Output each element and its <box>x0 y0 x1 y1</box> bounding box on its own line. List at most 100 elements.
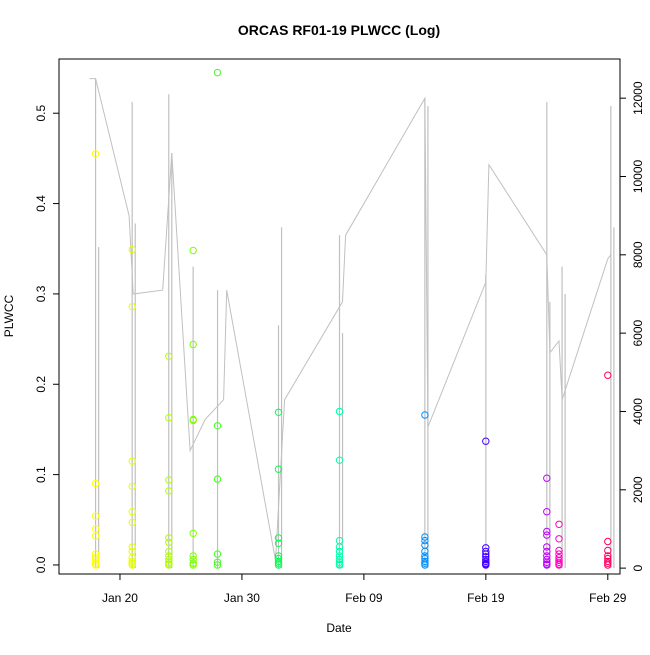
y2-tick-label: 2000 <box>631 476 645 503</box>
y2-tick-label: 0 <box>631 564 645 571</box>
data-points-layer <box>91 68 612 569</box>
data-point <box>604 552 612 560</box>
data-point <box>128 245 136 254</box>
y-tick-label: 0.5 <box>34 105 48 122</box>
data-point <box>421 533 429 541</box>
data-point <box>335 555 344 564</box>
data-point <box>91 532 100 540</box>
data-point <box>604 546 612 555</box>
data-point <box>482 547 490 556</box>
data-point <box>274 561 283 569</box>
data-point <box>274 534 283 542</box>
series-rf02 <box>128 245 136 569</box>
data-point <box>128 302 136 311</box>
y2-tick-label: 12000 <box>631 81 645 115</box>
data-point <box>543 547 551 556</box>
y2-tick-label: 6000 <box>631 319 645 346</box>
data-point <box>165 487 173 495</box>
data-point <box>128 457 136 465</box>
data-point <box>555 520 563 528</box>
series-rf09 <box>482 437 490 569</box>
data-point <box>543 543 551 551</box>
data-point <box>335 547 344 556</box>
data-point <box>128 482 136 491</box>
data-point <box>555 535 563 543</box>
data-point <box>274 552 283 560</box>
data-point <box>213 561 222 569</box>
x-tick-label: Feb 29 <box>589 591 627 605</box>
data-point <box>189 416 197 425</box>
data-point <box>91 556 100 565</box>
data-point <box>91 479 100 488</box>
plot-frame <box>58 58 621 575</box>
data-point <box>482 555 490 564</box>
data-point <box>604 561 612 569</box>
data-point <box>421 561 429 569</box>
data-point <box>213 550 222 558</box>
data-point <box>274 539 283 547</box>
data-point <box>213 422 222 430</box>
data-point <box>128 518 136 527</box>
data-point <box>189 555 197 564</box>
data-point <box>165 538 173 547</box>
y-tick-label: 0.0 <box>34 556 48 573</box>
data-point <box>165 352 173 360</box>
series-rf10 <box>543 474 551 569</box>
data-point <box>189 529 197 537</box>
x-axis-label: Date <box>326 621 352 635</box>
data-point <box>91 561 100 569</box>
data-point <box>421 411 429 419</box>
data-point <box>213 558 222 566</box>
y-axis-right: 0 2000 4000 6000 8000 10000 12000 <box>620 81 645 571</box>
data-point <box>165 547 173 556</box>
data-point <box>335 561 344 569</box>
data-point <box>543 527 551 536</box>
series-rf07 <box>335 407 344 569</box>
data-point <box>421 547 429 556</box>
series-rf12 <box>604 371 612 569</box>
x-tick-label: Feb 09 <box>345 591 383 605</box>
data-point <box>165 476 173 484</box>
series-rf06 <box>274 408 283 569</box>
x-tick-label: Feb 19 <box>467 591 505 605</box>
chart-title: ORCAS RF01-19 PLWCC (Log) <box>238 22 440 38</box>
data-point <box>482 561 490 569</box>
data-point <box>165 561 173 569</box>
data-point <box>274 465 283 473</box>
y-tick-label: 0.2 <box>34 376 48 393</box>
data-point <box>128 561 136 569</box>
data-point <box>165 534 173 542</box>
data-point <box>482 550 490 558</box>
y-tick-label: 0.1 <box>34 466 48 483</box>
data-point <box>128 508 136 516</box>
data-point <box>91 150 100 158</box>
data-point <box>189 552 197 560</box>
data-point <box>189 561 197 569</box>
data-point <box>213 475 222 483</box>
y-tick-label: 0.3 <box>34 285 48 302</box>
data-point <box>604 371 612 379</box>
data-point <box>543 561 551 569</box>
data-point <box>335 407 344 416</box>
altitude-track-line <box>89 78 612 561</box>
y-axis-left: 0.0 0.1 0.2 0.3 0.4 0.5 <box>34 105 59 573</box>
data-point <box>274 408 283 416</box>
x-tick-label: Jan 20 <box>102 591 138 605</box>
series-rf03 <box>165 352 173 569</box>
altitude-track-layer <box>89 78 615 569</box>
data-point <box>555 546 563 555</box>
data-point <box>165 414 173 422</box>
data-point <box>421 536 429 545</box>
x-tick-label: Jan 30 <box>224 591 260 605</box>
data-point <box>128 554 136 562</box>
y2-tick-label: 10000 <box>631 159 645 193</box>
data-point <box>543 508 551 516</box>
series-rf04 <box>189 246 197 569</box>
data-point <box>91 512 100 520</box>
data-point <box>335 456 344 464</box>
y-axis-label: PLWCC <box>2 294 16 337</box>
series-rf05 <box>213 68 222 569</box>
series-rf01 <box>91 150 100 569</box>
